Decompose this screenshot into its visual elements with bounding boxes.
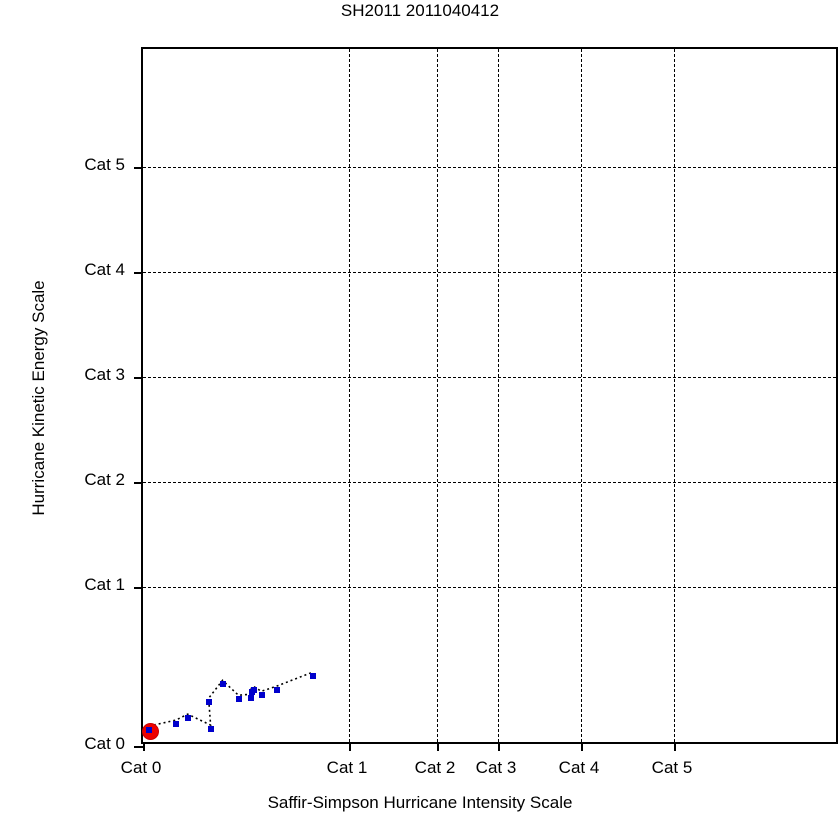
y-axis-tick: [134, 167, 143, 169]
y-tick-label-4: Cat 4: [84, 260, 125, 279]
gridline-horizontal: [143, 587, 836, 588]
y-axis-tick: [134, 272, 143, 274]
gridline-vertical: [581, 49, 582, 742]
x-axis-tick: [437, 742, 439, 751]
data-point-marker: [206, 699, 212, 705]
gridline-horizontal: [143, 377, 836, 378]
x-axis-tick: [143, 742, 145, 751]
y-axis-tick: [134, 587, 143, 589]
gridline-vertical: [498, 49, 499, 742]
data-point-marker: [274, 687, 280, 693]
gridline-horizontal: [143, 167, 836, 168]
y-axis-tick: [134, 746, 143, 748]
x-axis-tick: [674, 742, 676, 751]
data-point-marker: [310, 673, 316, 679]
chart-title: SH2011 2011040412: [340, 1, 500, 20]
y-tick-label-1: Cat 1: [84, 575, 125, 594]
data-point-marker: [208, 726, 214, 732]
x-axis-title: Saffir-Simpson Hurricane Intensity Scale: [267, 793, 573, 812]
x-axis-tick: [498, 742, 500, 751]
x-tick-label-3: Cat 3: [475, 758, 517, 777]
x-tick-label-1: Cat 1: [326, 758, 368, 777]
y-axis-title: Hurricane Kinetic Energy Scale: [29, 280, 48, 516]
data-point-marker: [185, 715, 191, 721]
gridline-horizontal: [143, 482, 836, 483]
x-tick-label-4: Cat 4: [558, 758, 600, 777]
y-tick-label-2: Cat 2: [84, 470, 125, 489]
data-point-marker: [259, 692, 265, 698]
data-point-marker: [236, 696, 242, 702]
data-point-marker: [220, 681, 226, 687]
gridline-vertical: [349, 49, 350, 742]
x-tick-label-5: Cat 5: [651, 758, 693, 777]
x-tick-label-0: Cat 0: [120, 758, 162, 777]
plot-area: [134, 47, 838, 751]
storm-track-line: [148, 671, 313, 727]
y-tick-label-0: Cat 0: [84, 734, 125, 753]
data-point-marker: [251, 687, 257, 693]
y-axis-tick: [134, 377, 143, 379]
data-point-marker: [248, 695, 254, 701]
gridline-vertical: [437, 49, 438, 742]
x-axis-tick: [349, 742, 351, 751]
y-axis-tick: [134, 482, 143, 484]
x-axis-tick: [581, 742, 583, 751]
gridline-horizontal: [143, 272, 836, 273]
x-tick-label-2: Cat 2: [414, 758, 456, 777]
y-tick-label-3: Cat 3: [84, 365, 125, 384]
gridline-vertical: [674, 49, 675, 742]
y-tick-label-5: Cat 5: [84, 155, 125, 174]
data-point-marker: [173, 721, 179, 727]
current-position-marker: [146, 727, 152, 733]
